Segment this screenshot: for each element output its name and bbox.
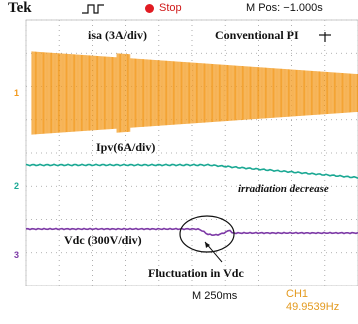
- fluctuation-arrowhead: [205, 242, 210, 248]
- fluctuation-circle: [179, 215, 235, 253]
- scope-status-bar: Tek Stop M Pos: −1.000s: [0, 0, 358, 19]
- timebase-readout: M 250ms: [192, 290, 238, 302]
- irradiation-label: irradiation decrease: [238, 183, 329, 195]
- chart-title: Conventional PI: [215, 28, 299, 42]
- ch3-vdc-trace: [25, 227, 358, 237]
- acquisition-status: Stop: [159, 2, 182, 14]
- ch3-marker: 3: [14, 250, 20, 260]
- ch1-isa-trace: [31, 51, 358, 135]
- trigger-waveform-icon: [82, 4, 104, 14]
- stop-indicator-icon: [145, 4, 154, 13]
- horizontal-position: M Pos: −1.000s: [246, 2, 323, 14]
- ipv-label: Ipv(6A/div): [96, 140, 156, 154]
- ch1-marker: 1: [14, 88, 20, 98]
- brand-label: Tek: [8, 0, 32, 16]
- scope-info-bar: [0, 286, 358, 324]
- vdc-label: Vdc (300V/div): [64, 233, 142, 247]
- ch2-marker: 2: [14, 181, 20, 191]
- fluctuation-label: Fluctuation in Vdc: [148, 266, 244, 280]
- channel-frequency-readout: 49.9539Hz: [286, 301, 340, 313]
- isa-label: isa (3A/div): [88, 28, 148, 42]
- channel-readout-label: CH1: [286, 288, 309, 300]
- ch2-ipv-trace: [25, 163, 358, 179]
